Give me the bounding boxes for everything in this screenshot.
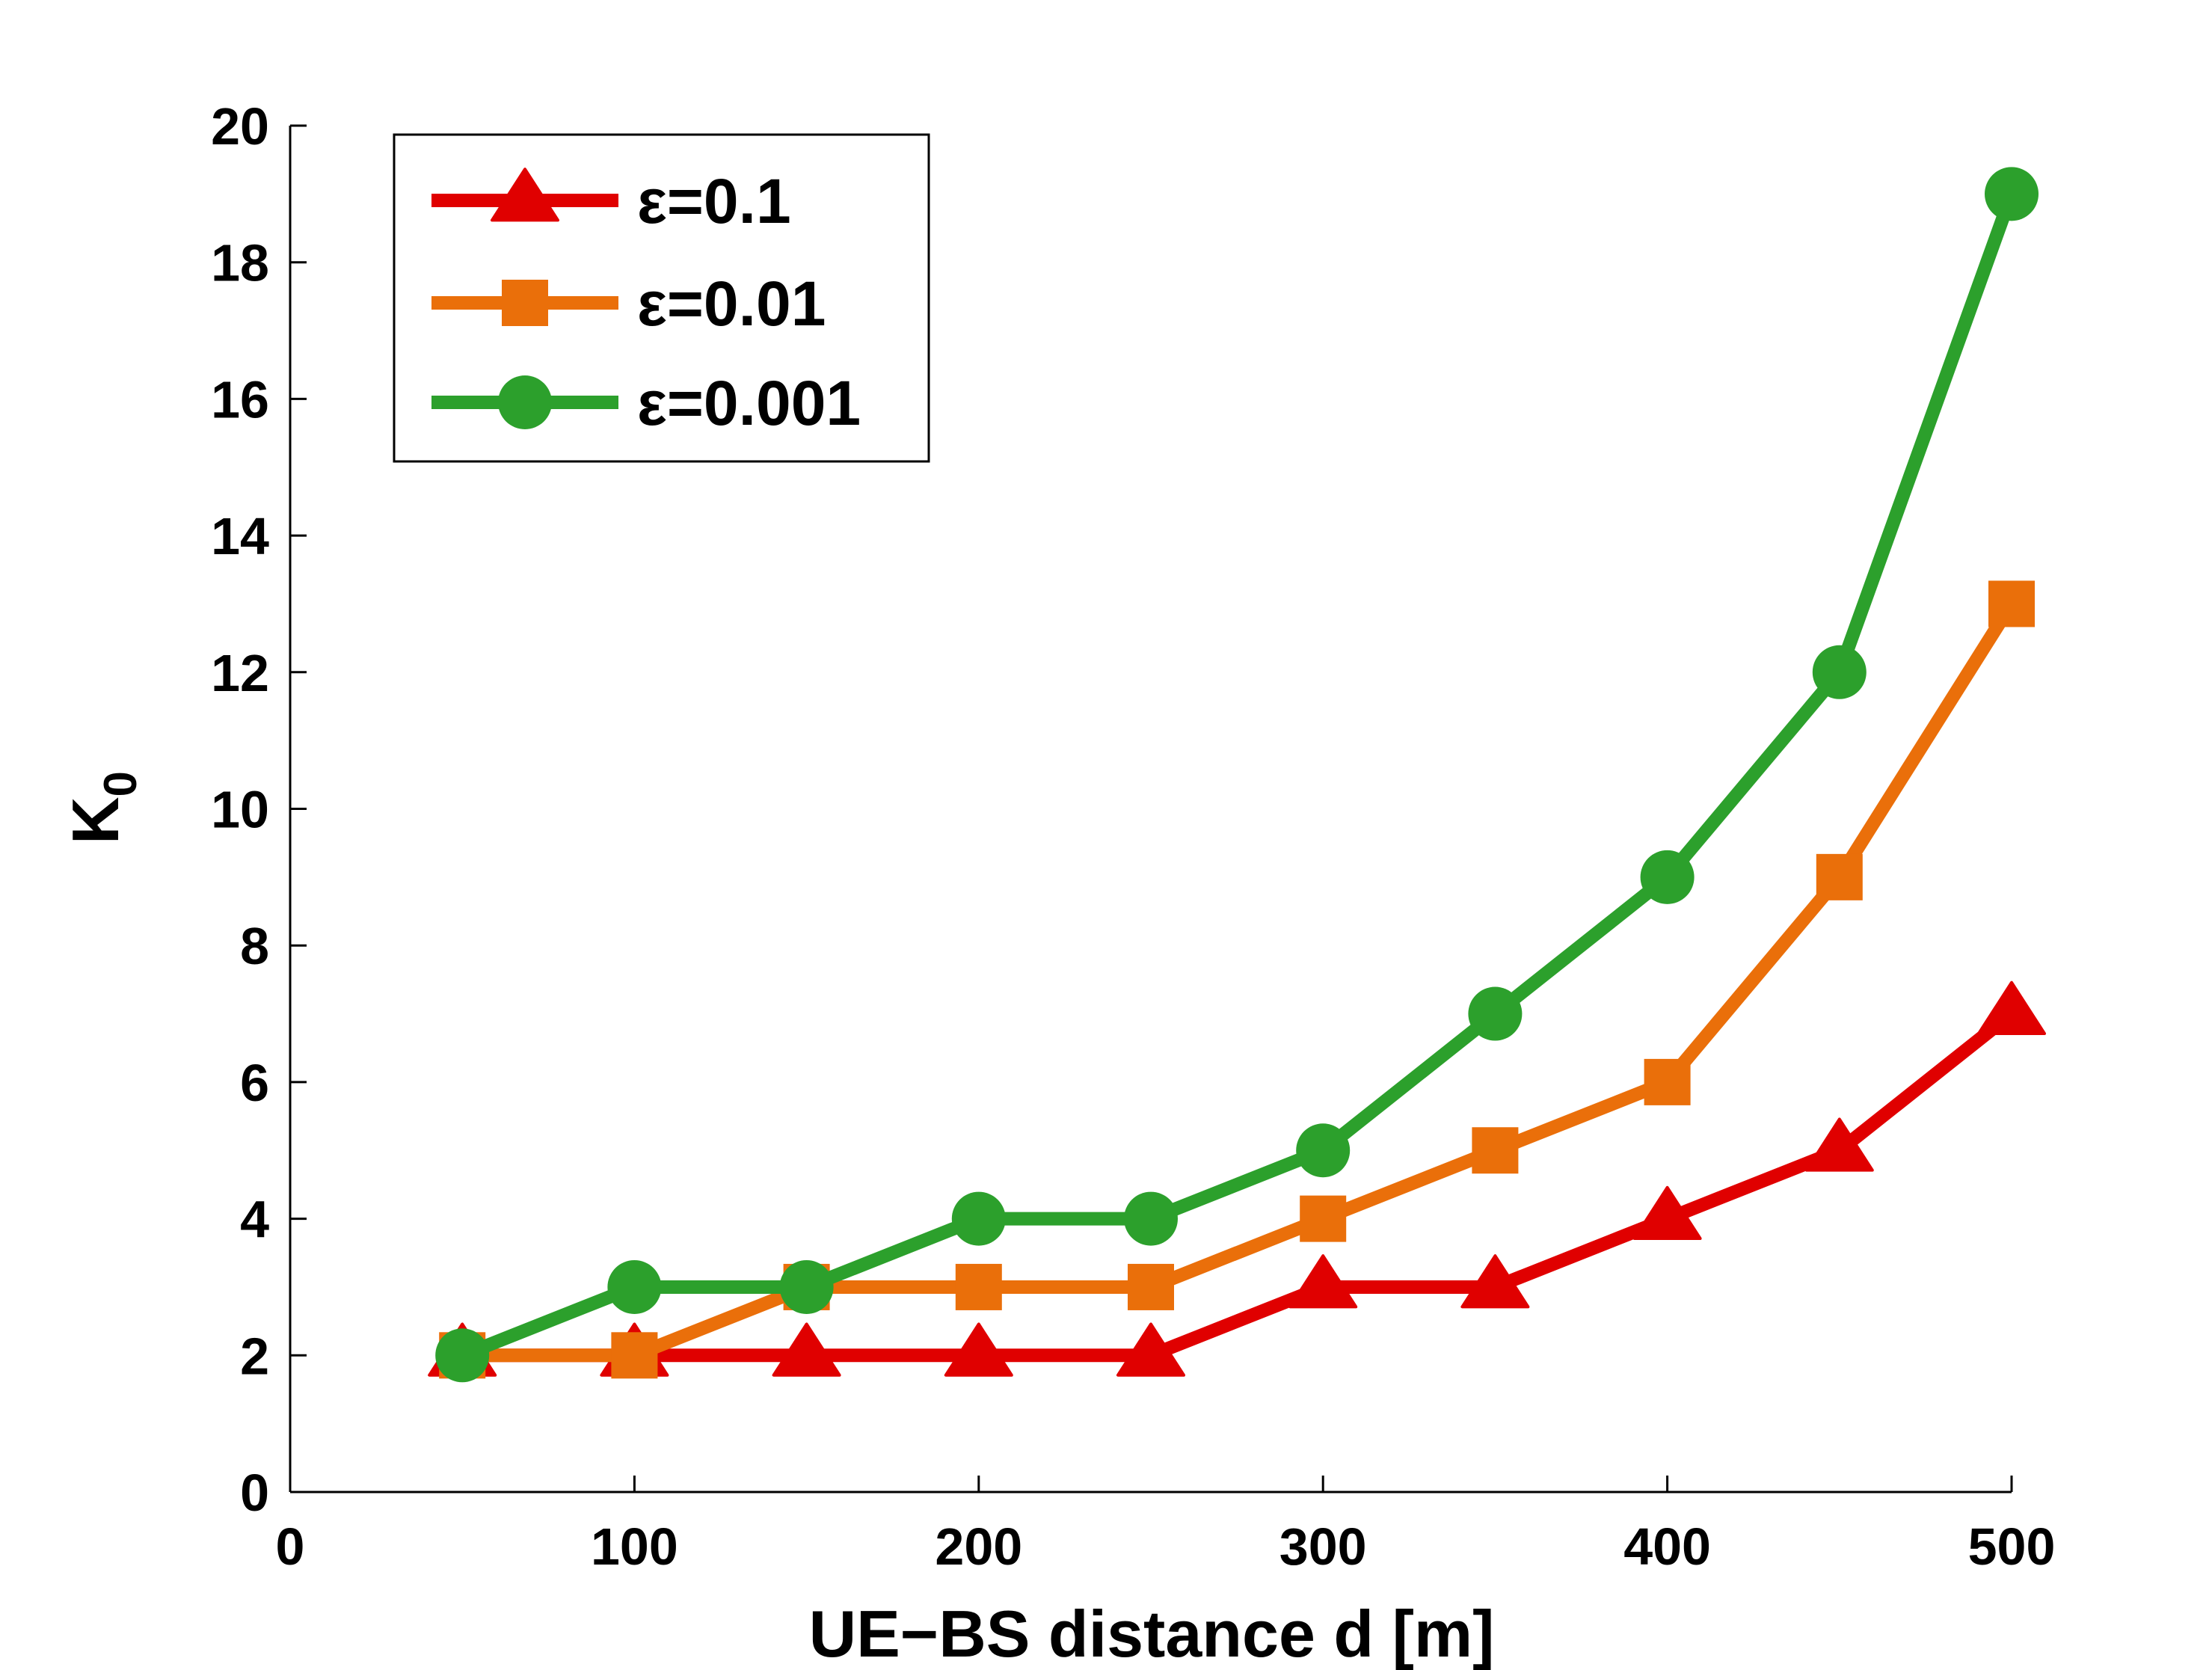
data-point: [1468, 986, 1523, 1041]
y-tick-label: 2: [240, 1327, 269, 1385]
legend-label: ε=0.01: [637, 268, 826, 339]
x-tick-label: 500: [1968, 1517, 2056, 1576]
y-tick-label: 14: [211, 507, 269, 565]
y-axis-label-group: K0: [58, 771, 147, 844]
legend: ε=0.1 ε=0.01 ε=0.001: [393, 133, 930, 463]
legend-item: ε=0.01: [431, 268, 826, 339]
y-tick-label: 16: [211, 370, 269, 429]
data-point: [1472, 1127, 1519, 1174]
y-axis-label-main: K: [58, 796, 132, 844]
y-tick-label: 0: [240, 1464, 269, 1522]
data-point: [1116, 1322, 1185, 1377]
series-line: [455, 187, 2018, 1363]
data-point: [1640, 850, 1695, 904]
y-tick-label: 12: [211, 644, 269, 702]
series-3: [435, 167, 2039, 1383]
data-point: [1128, 1263, 1174, 1310]
y-tick-label: 10: [211, 781, 269, 839]
data-point: [1812, 645, 1867, 699]
x-tick-label: 400: [1623, 1517, 1711, 1576]
y-axis-label-subscript: 0: [95, 771, 147, 796]
legend-marker: [498, 375, 552, 429]
data-point: [435, 1328, 490, 1383]
y-tick-label: 8: [240, 917, 269, 975]
y-tick-label: 4: [240, 1191, 269, 1249]
x-tick-label: 200: [935, 1517, 1022, 1576]
data-point: [1644, 1058, 1691, 1105]
data-point: [1288, 1254, 1358, 1309]
series-line: [455, 597, 2018, 1363]
y-axis-label: K0: [58, 771, 147, 844]
data-point: [1124, 1191, 1178, 1246]
data-point: [779, 1259, 834, 1314]
series-2: [439, 580, 2035, 1379]
data-point: [1988, 580, 2035, 627]
data-point: [1816, 853, 1863, 900]
x-tick-label: 0: [276, 1517, 305, 1576]
legend-marker: [491, 168, 559, 222]
y-tick-label: 18: [211, 234, 269, 292]
data-point: [1460, 1254, 1530, 1309]
series: [428, 167, 2046, 1383]
data-point: [772, 1322, 841, 1377]
legend-label: ε=0.001: [637, 368, 861, 438]
data-point: [951, 1191, 1006, 1246]
y-tick-label: 6: [240, 1054, 269, 1112]
x-tick-label: 300: [1279, 1517, 1367, 1576]
data-point: [1296, 1123, 1351, 1178]
data-point: [1300, 1195, 1347, 1242]
x-tick-label: 100: [591, 1517, 678, 1576]
series-line: [455, 1007, 2018, 1363]
y-tick-label: 20: [211, 97, 269, 156]
data-point: [1985, 167, 2039, 221]
data-point: [955, 1263, 1002, 1310]
series-1: [428, 980, 2046, 1377]
legend-item: ε=0.001: [431, 368, 861, 438]
x-axis-label: UE−BS distance d [m]: [809, 1597, 1495, 1670]
legend-label: ε=0.1: [637, 166, 791, 236]
data-point: [611, 1332, 658, 1379]
data-point: [1977, 980, 2046, 1035]
data-point: [607, 1259, 662, 1314]
legend-marker: [502, 280, 548, 326]
data-point: [944, 1322, 1013, 1377]
ticks: 0 100 200 300 400 500 0 2 4 6 8 10 12 14 16 18 20: [211, 97, 2055, 1576]
data-point: [1632, 1185, 1702, 1240]
data-point: [1804, 1117, 1874, 1172]
legend-item: ε=0.1: [431, 166, 791, 236]
